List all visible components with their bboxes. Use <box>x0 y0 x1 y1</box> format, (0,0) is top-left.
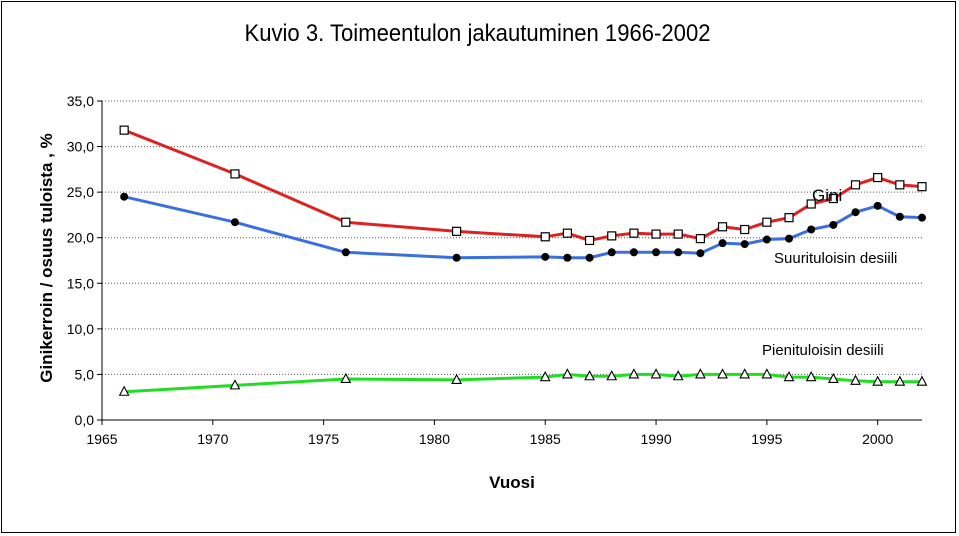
data-point <box>341 248 350 257</box>
series-label-pienituloisin: Pienituloisin desiili <box>762 342 884 359</box>
axes <box>97 100 922 425</box>
data-point <box>452 253 461 262</box>
data-point <box>850 180 861 190</box>
x-tick-label: 2000 <box>862 431 893 447</box>
data-point <box>739 368 751 379</box>
data-point <box>585 253 594 262</box>
data-point <box>783 370 795 382</box>
data-point <box>451 226 462 236</box>
data-point <box>784 213 794 223</box>
series-markers <box>118 125 928 396</box>
data-point <box>229 379 241 390</box>
data-point <box>762 217 772 227</box>
y-tick-label: 25,0 <box>67 184 94 200</box>
data-point <box>740 224 750 235</box>
data-point <box>341 217 351 227</box>
data-point <box>539 370 551 382</box>
data-point <box>230 218 239 227</box>
data-point <box>829 220 838 229</box>
x-tick-label: 1980 <box>419 431 450 447</box>
data-point <box>607 231 617 241</box>
data-point <box>674 248 683 257</box>
data-point <box>918 213 926 222</box>
y-tick-label: 5,0 <box>75 366 95 382</box>
data-point <box>872 375 884 386</box>
data-point <box>584 370 595 381</box>
x-axis-label: Vuosi <box>489 473 535 492</box>
data-point <box>718 239 727 248</box>
data-point <box>629 228 639 238</box>
data-point <box>120 192 129 201</box>
grid-lines <box>102 100 922 375</box>
data-point <box>851 208 860 217</box>
data-point <box>827 372 839 384</box>
series-line-1 <box>123 195 923 260</box>
data-point <box>561 368 573 379</box>
data-point <box>717 368 728 379</box>
data-point <box>629 248 638 257</box>
data-point <box>230 169 240 179</box>
data-point <box>673 229 683 239</box>
data-point <box>873 201 882 210</box>
data-point <box>895 180 905 190</box>
data-point <box>805 370 817 382</box>
data-point <box>650 368 662 379</box>
data-point <box>628 368 640 379</box>
data-point <box>607 248 616 257</box>
x-tick-label: 1970 <box>197 431 228 447</box>
x-tick-label: 1985 <box>530 431 561 447</box>
data-point <box>762 235 771 244</box>
data-point <box>563 253 572 262</box>
data-point <box>118 385 130 396</box>
data-point <box>717 222 728 232</box>
data-point <box>584 235 595 246</box>
y-tick-label: 0,0 <box>75 412 95 428</box>
data-point <box>806 199 816 209</box>
data-point <box>340 372 352 384</box>
x-tick-label: 1990 <box>640 431 671 447</box>
data-point <box>761 368 773 379</box>
x-tick-label: 1995 <box>751 431 782 447</box>
data-point <box>672 370 684 381</box>
data-point <box>652 248 661 257</box>
data-point <box>873 172 883 183</box>
data-point <box>606 370 618 381</box>
data-point <box>895 212 904 221</box>
data-point <box>696 249 705 258</box>
y-tick-label: 15,0 <box>67 275 94 291</box>
data-point <box>695 234 705 244</box>
data-point <box>916 375 928 386</box>
data-point <box>785 234 794 243</box>
x-tick-label: 1965 <box>86 431 117 447</box>
series-line-2 <box>124 372 922 394</box>
series-label-gini: Gini <box>812 186 842 205</box>
y-tick-label: 35,0 <box>67 93 94 109</box>
data-point <box>740 240 749 249</box>
data-point <box>562 228 573 238</box>
series-lines <box>123 128 923 394</box>
data-point <box>850 374 861 385</box>
chart-title: Kuvio 3. Toimeentulon jakautuminen 1966-… <box>244 20 711 47</box>
data-point <box>828 193 838 204</box>
data-point <box>807 225 816 234</box>
data-point <box>694 368 706 379</box>
y-tick-label: 30,0 <box>67 139 94 155</box>
data-point <box>540 232 550 242</box>
y-tick-label: 10,0 <box>67 321 94 337</box>
y-tick-label: 20,0 <box>67 230 94 246</box>
data-point <box>451 373 463 384</box>
x-tick-label: 1975 <box>308 431 339 447</box>
series-line-0 <box>123 128 923 242</box>
data-point <box>917 182 927 192</box>
y-axis-label: Ginikerroin / osuus tuloista , % <box>37 133 56 382</box>
data-point <box>119 125 129 135</box>
series-label-suurituloisin: Suurituloisin desiili <box>774 250 897 267</box>
data-point <box>894 375 906 386</box>
data-point <box>541 252 550 261</box>
data-point <box>651 229 661 239</box>
tick-labels: 0,0 5,0 10,0 15,0 20,0 25,0 30,0 35,0 1965 1970 19… <box>67 93 894 447</box>
